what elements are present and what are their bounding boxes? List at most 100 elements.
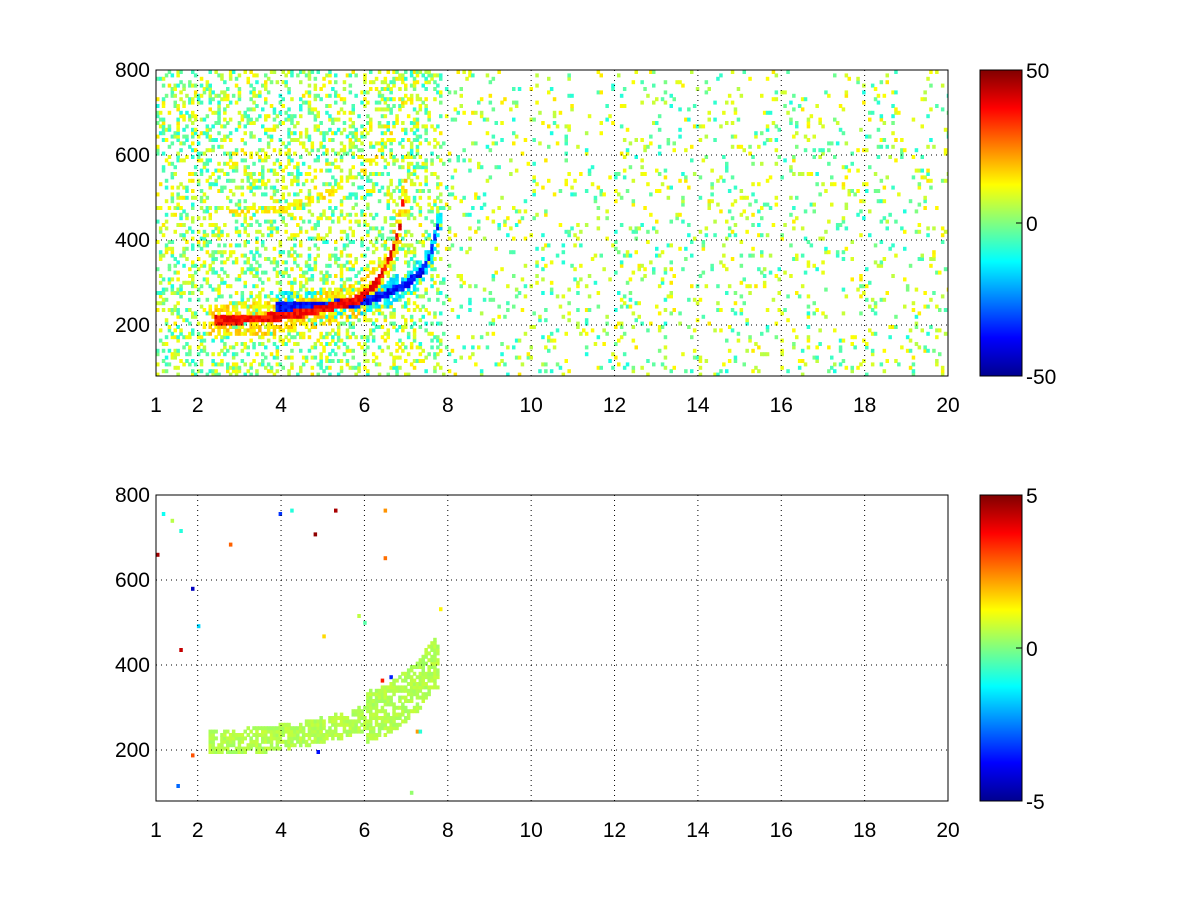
heatmap-cell	[328, 127, 332, 132]
heatmap-cell	[339, 733, 344, 737]
heatmap-cell	[619, 335, 624, 340]
heatmap-cell	[406, 692, 411, 697]
heatmap-cell	[421, 359, 425, 363]
heatmap-cell	[310, 321, 315, 326]
heatmap-cell	[757, 209, 761, 214]
heatmap-cell	[214, 736, 218, 741]
heatmap-cell	[366, 192, 370, 197]
heatmap-cell	[226, 362, 230, 367]
heatmap-cell	[940, 226, 945, 231]
heatmap-cell	[193, 311, 198, 316]
heatmap-cell	[328, 199, 332, 204]
heatmap-cell	[322, 76, 326, 81]
heatmap-cell	[258, 314, 262, 319]
heatmap-cell	[517, 209, 522, 214]
heatmap-cell	[552, 97, 557, 102]
heatmap-cell	[517, 338, 522, 343]
heatmap-cell	[619, 304, 624, 309]
heatmap-cell	[237, 736, 242, 741]
heatmap-cell	[339, 209, 344, 214]
heatmap-cell	[313, 243, 318, 248]
heatmap-cell	[357, 294, 361, 299]
heatmap-cell	[228, 743, 233, 748]
heatmap-cell	[389, 148, 393, 153]
heatmap-cell	[351, 726, 355, 731]
heatmap-cell	[433, 257, 437, 261]
heatmap-cell	[316, 750, 320, 754]
heatmap-cell	[567, 172, 571, 176]
heatmap-cell	[392, 83, 396, 88]
heatmap-cell	[940, 107, 945, 112]
heatmap-cell	[395, 688, 399, 693]
heatmap-cell	[156, 291, 160, 295]
heatmap-cell	[304, 277, 309, 282]
heatmap-cell	[325, 736, 329, 741]
heatmap-cell	[299, 70, 303, 74]
heatmap-cell	[161, 97, 166, 102]
heatmap-cell	[161, 277, 166, 282]
heatmap-cell	[164, 138, 169, 142]
heatmap-cell	[628, 277, 633, 282]
heatmap-cell	[395, 243, 399, 248]
heatmap-cell	[389, 260, 393, 265]
heatmap-cell	[570, 192, 574, 197]
heatmap-cell	[226, 304, 230, 309]
heatmap-cell	[310, 311, 315, 316]
heatmap-cell	[264, 318, 268, 323]
heatmap-cell	[191, 134, 195, 139]
heatmap-cell	[392, 223, 396, 227]
heatmap-cell	[485, 345, 490, 350]
heatmap-cell	[278, 362, 283, 367]
heatmap-cell	[261, 209, 265, 214]
heatmap-cell	[205, 209, 210, 214]
heatmap-cell	[173, 93, 177, 98]
heatmap-cell	[795, 121, 799, 125]
heatmap-cell	[313, 257, 318, 261]
heatmap-cell	[196, 240, 201, 244]
heatmap-cell	[287, 301, 291, 306]
heatmap-cell	[228, 70, 233, 74]
heatmap-cell	[296, 733, 300, 737]
heatmap-cell	[336, 291, 341, 295]
heatmap-cell	[249, 338, 253, 343]
heatmap-cell	[319, 321, 323, 326]
heatmap-cell	[243, 226, 247, 231]
heatmap-cell	[226, 335, 230, 340]
heatmap-cell	[272, 70, 277, 74]
heatmap-cell	[173, 206, 177, 210]
heatmap-cell	[369, 287, 373, 292]
heatmap-cell	[217, 362, 221, 367]
heatmap-cell	[188, 172, 192, 176]
heatmap-cell	[220, 229, 224, 234]
heatmap-cell	[418, 267, 423, 272]
heatmap-cell	[214, 318, 218, 323]
heatmap-cell	[631, 202, 636, 207]
heatmap-cell	[156, 104, 160, 108]
heatmap-cell	[392, 274, 396, 278]
heatmap-cell	[371, 291, 376, 295]
heatmap-cell	[176, 121, 180, 125]
heatmap-cell	[430, 151, 434, 156]
heatmap-cell	[760, 161, 764, 166]
heatmap-cell	[383, 165, 388, 170]
heatmap-cell	[908, 199, 913, 204]
heatmap-cell	[625, 151, 630, 156]
colorbar-tick-label: 50	[1026, 60, 1049, 83]
heatmap-cell	[401, 705, 405, 710]
heatmap-cell	[246, 311, 250, 316]
heatmap-cell	[158, 226, 163, 231]
heatmap-cell	[234, 100, 239, 105]
heatmap-cell	[293, 138, 297, 142]
heatmap-cell	[459, 284, 463, 289]
heatmap-cell	[468, 355, 472, 360]
heatmap-cell	[313, 342, 318, 346]
heatmap-cell	[614, 189, 618, 193]
heatmap-cell	[628, 297, 633, 302]
heatmap-cell	[217, 331, 221, 336]
heatmap-cell	[882, 216, 887, 221]
heatmap-cell	[681, 219, 685, 224]
heatmap-cell	[859, 274, 863, 278]
heatmap-cell	[369, 144, 373, 149]
heatmap-cell	[301, 93, 306, 98]
